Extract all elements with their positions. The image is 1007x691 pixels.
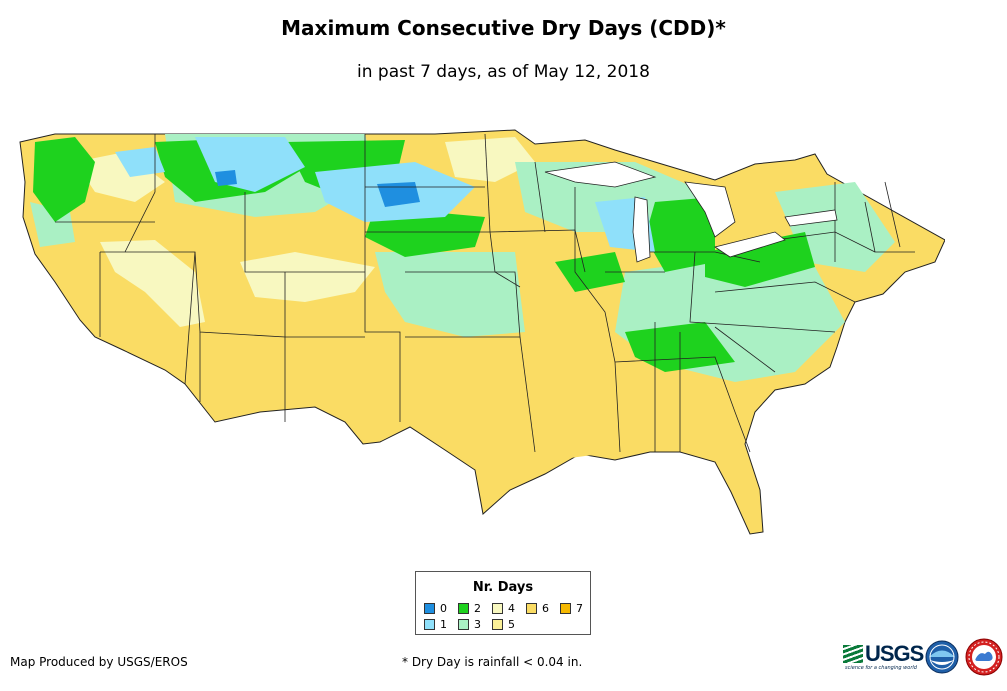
lake-superior xyxy=(544,161,657,188)
legend-item-2: 2 xyxy=(458,602,481,615)
usgs-tagline: science for a changing world xyxy=(845,665,917,671)
footnote-text: * Dry Day is rainfall < 0.04 in. xyxy=(402,655,583,669)
usgs-wave-icon xyxy=(843,645,863,663)
legend-item-4: 4 xyxy=(492,602,515,615)
legend-item-1: 1 xyxy=(424,618,447,631)
map-subtitle: in past 7 days, as of May 12, 2018 xyxy=(357,62,650,82)
usgs-wordmark: USGS xyxy=(865,641,924,666)
legend-swatch xyxy=(458,619,469,630)
legend-swatch xyxy=(492,603,503,614)
legend-swatch xyxy=(458,603,469,614)
us-dry-days-map xyxy=(19,129,945,535)
credit-text: Map Produced by USGS/EROS xyxy=(10,655,188,669)
legend-item-7: 7 xyxy=(560,602,583,615)
usgs-logo: USGS science for a changing world xyxy=(843,641,924,671)
legend-swatch xyxy=(492,619,503,630)
state-borders xyxy=(55,133,915,453)
legend-swatch xyxy=(424,619,435,630)
legend-item-3: 3 xyxy=(458,618,481,631)
legend-item-5: 5 xyxy=(492,618,515,631)
map-title: Maximum Consecutive Dry Days (CDD)* xyxy=(281,16,726,40)
lake-ontario xyxy=(784,209,838,227)
legend-swatch xyxy=(424,603,435,614)
lake-michigan xyxy=(632,196,651,263)
noaa-logo-icon xyxy=(925,640,959,674)
legend-swatch xyxy=(526,603,537,614)
legend-item-0: 0 xyxy=(424,602,447,615)
legend: Nr. Days 0 1 2 3 4 5 6 7 xyxy=(415,571,591,635)
nws-logo-icon xyxy=(965,638,1003,676)
legend-item-6: 6 xyxy=(526,602,549,615)
lake-erie xyxy=(714,231,786,258)
legend-swatch xyxy=(560,603,571,614)
legend-title: Nr. Days xyxy=(472,580,534,595)
lake-huron xyxy=(684,181,736,238)
